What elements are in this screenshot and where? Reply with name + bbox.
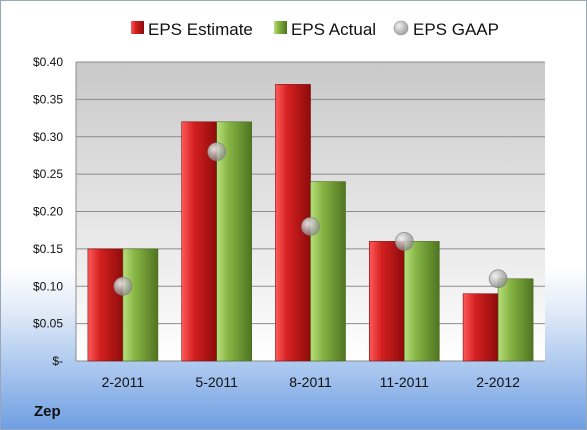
legend-swatch-eps-actual: [274, 21, 287, 34]
point-eps-gaap: [488, 269, 508, 289]
legend-item-eps-actual: EPS Actual: [274, 20, 376, 39]
x-tick-label: 8-2011: [289, 374, 332, 390]
legend-label-eps-gaap: EPS GAAP: [413, 20, 499, 39]
legend-item-eps-estimate: EPS Estimate: [131, 20, 253, 39]
legend: EPS Estimate EPS Actual EPS GAAP: [131, 20, 499, 39]
y-tick-label: $0.30: [33, 130, 63, 144]
bar-eps-estimate: [368, 241, 405, 362]
bar-eps-estimate: [87, 248, 124, 362]
bar-eps-actual: [216, 121, 252, 362]
legend-label-eps-estimate: EPS Estimate: [148, 20, 253, 39]
point-eps-gaap: [207, 142, 226, 161]
y-tick-label: $0.40: [33, 55, 63, 69]
point-eps-gaap: [394, 232, 414, 251]
x-tick-label: 5-2011: [195, 374, 238, 390]
x-tick-label: 2-2011: [102, 374, 145, 390]
point-eps-gaap: [301, 217, 320, 236]
y-tick-label: $0.20: [33, 205, 63, 219]
y-tick-label: $-: [52, 354, 63, 368]
y-tick-label: $0.25: [33, 167, 63, 181]
legend-swatch-eps-gaap: [393, 20, 409, 36]
x-tick-label: 2-2012: [476, 374, 520, 390]
company-label: Zep: [34, 403, 61, 420]
legend-swatch-eps-estimate: [131, 21, 144, 34]
legend-label-eps-actual: EPS Actual: [291, 20, 376, 39]
y-tick-label: $0.05: [33, 317, 63, 331]
point-eps-gaap: [113, 276, 133, 296]
bar-eps-actual: [403, 241, 440, 362]
bar-eps-actual: [122, 248, 159, 362]
bar-eps-actual: [497, 278, 534, 362]
y-tick-label: $0.15: [33, 242, 63, 256]
legend-item-eps-gaap: EPS GAAP: [393, 20, 499, 39]
x-tick-label: 11-2011: [380, 374, 430, 390]
y-tick-label: $0.35: [33, 92, 63, 106]
bar-eps-estimate: [181, 121, 217, 362]
bar-eps-estimate: [462, 293, 499, 362]
y-tick-label: $0.10: [33, 279, 63, 293]
bar-eps-actual: [310, 181, 346, 362]
